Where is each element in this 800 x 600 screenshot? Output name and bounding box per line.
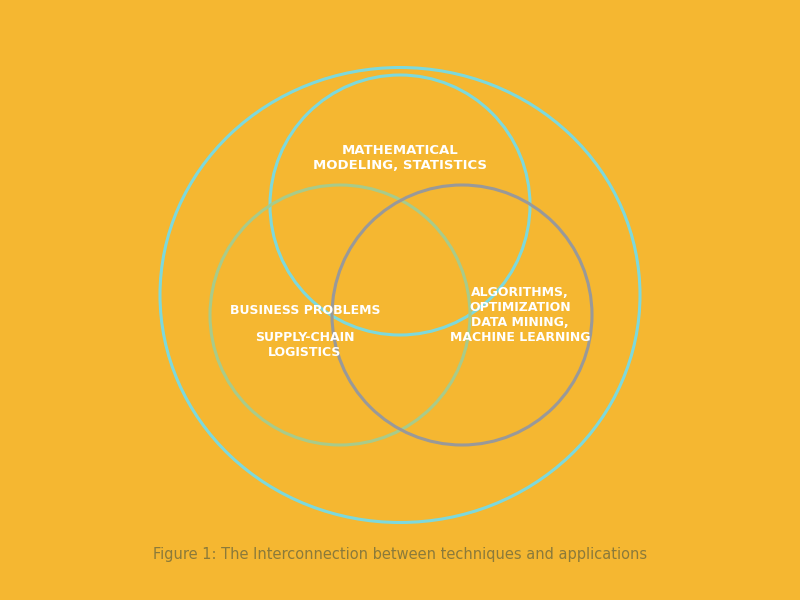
Text: SUPPLY-CHAIN
LOGISTICS: SUPPLY-CHAIN LOGISTICS [255, 331, 354, 359]
Text: ALGORITHMS,
OPTIMIZATION
DATA MINING,
MACHINE LEARNING: ALGORITHMS, OPTIMIZATION DATA MINING, MA… [450, 286, 590, 344]
Text: MATHEMATICAL
MODELING, STATISTICS: MATHEMATICAL MODELING, STATISTICS [313, 144, 487, 172]
Text: BUSINESS PROBLEMS: BUSINESS PROBLEMS [230, 304, 380, 317]
Text: Figure 1: The Interconnection between techniques and applications: Figure 1: The Interconnection between te… [153, 547, 647, 563]
